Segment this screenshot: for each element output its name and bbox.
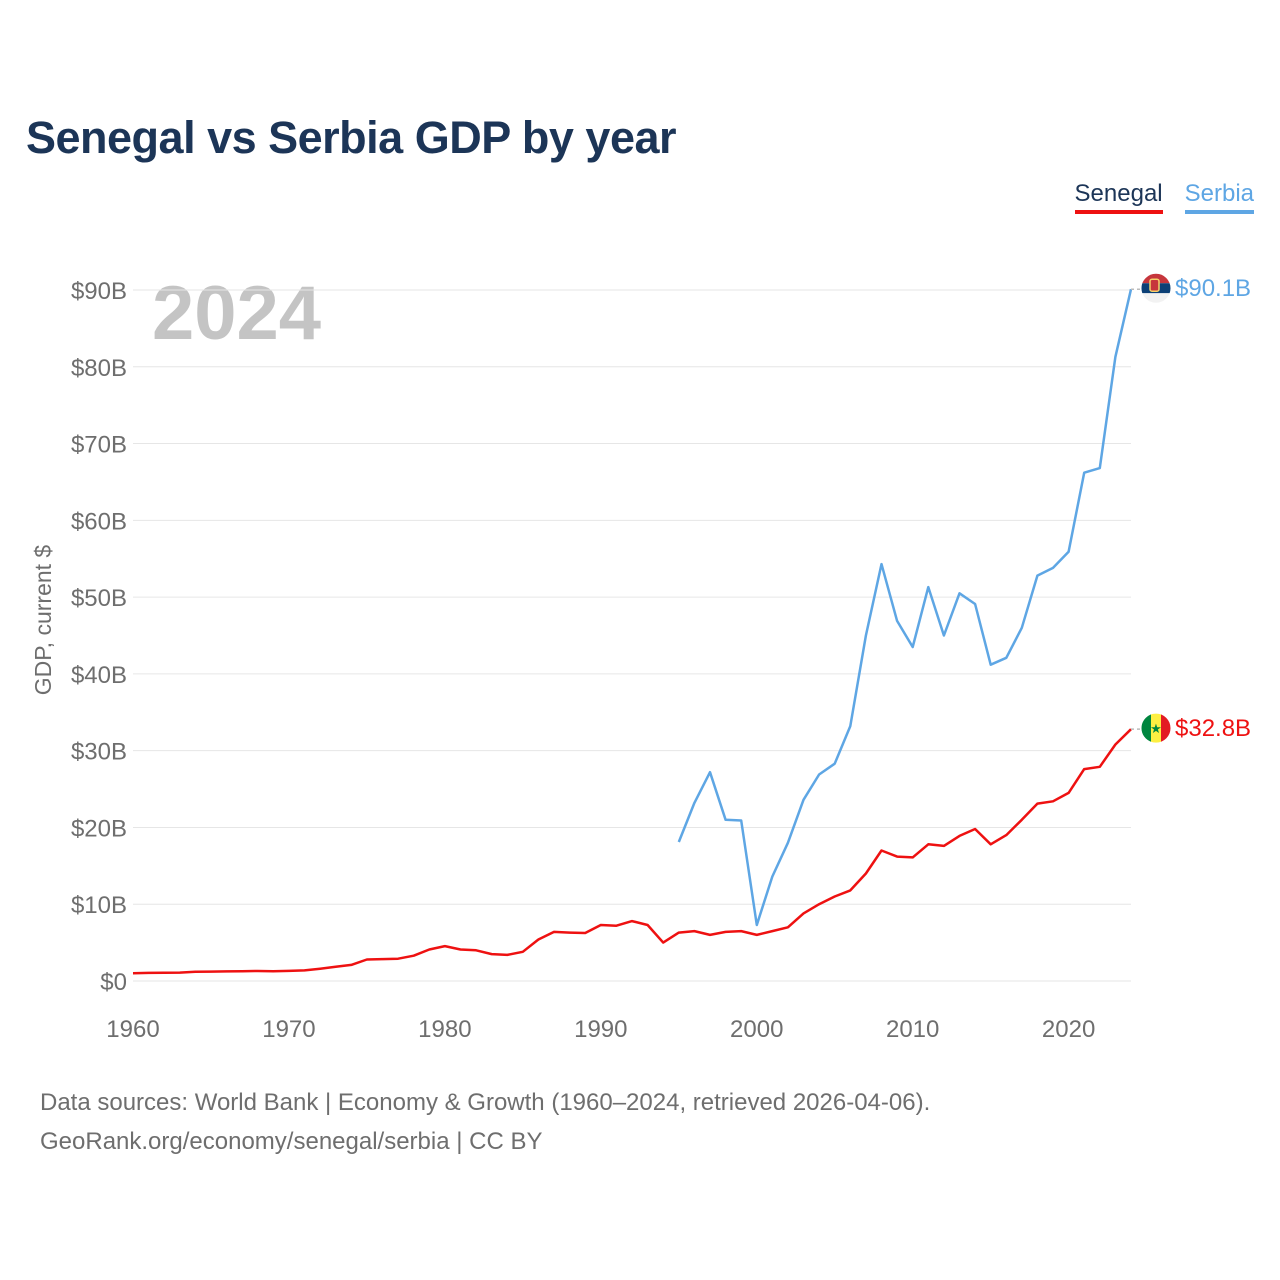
end-label-senegal: $32.8B: [1175, 715, 1251, 742]
x-tick-label: 1960: [106, 1016, 159, 1043]
end-label-serbia: $90.1B: [1175, 275, 1251, 302]
year-watermark: 2024: [152, 271, 321, 356]
y-tick-label: $80B: [71, 355, 127, 382]
legend-item-senegal[interactable]: Senegal: [1074, 180, 1163, 214]
y-tick-label: $20B: [71, 815, 127, 842]
x-tick-label: 1970: [262, 1016, 315, 1043]
y-tick-label: $40B: [71, 662, 127, 689]
legend: Senegal Serbia: [1074, 180, 1254, 214]
legend-item-serbia[interactable]: Serbia: [1184, 180, 1254, 214]
x-tick-label: 2020: [1042, 1016, 1095, 1043]
y-tick-label: $90B: [71, 278, 127, 305]
series-line-serbia: [677, 288, 1133, 927]
x-tick-label: 2000: [730, 1016, 783, 1043]
senegal-flag-icon: ★: [1140, 712, 1172, 744]
y-tick-label: $30B: [71, 739, 127, 766]
source-line-1: Data sources: World Bank | Economy & Gro…: [40, 1089, 931, 1116]
x-tick-label: 2010: [886, 1016, 939, 1043]
y-tick-label: $0: [100, 969, 127, 996]
y-tick-label: $60B: [71, 508, 127, 535]
legend-swatch-senegal: [1074, 210, 1163, 214]
y-tick-label: $50B: [71, 585, 127, 612]
legend-label-serbia: Serbia: [1184, 180, 1254, 207]
svg-text:★: ★: [1150, 722, 1162, 737]
series-line-senegal: [132, 728, 1132, 975]
source-line-2[interactable]: GeoRank.org/economy/senegal/serbia | CC …: [40, 1128, 543, 1155]
legend-label-senegal: Senegal: [1074, 180, 1163, 207]
chart-title: Senegal vs Serbia GDP by year: [26, 112, 677, 163]
serbia-flag-icon: [1140, 272, 1172, 304]
source-note: Data sources: World Bank | Economy & Gro…: [40, 1083, 930, 1161]
x-tick-label: 1980: [418, 1016, 471, 1043]
y-tick-label: $70B: [71, 432, 127, 459]
y-axis-label: GDP, current $: [30, 545, 56, 696]
x-tick-label: 1990: [574, 1016, 627, 1043]
legend-swatch-serbia: [1184, 210, 1254, 214]
y-tick-label: $10B: [71, 892, 127, 919]
